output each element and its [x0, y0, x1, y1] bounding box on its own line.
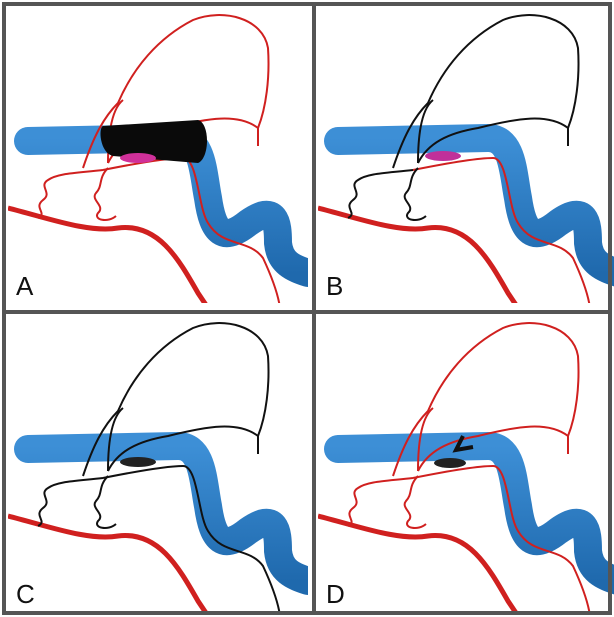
thrombus — [434, 458, 466, 468]
panel-content — [8, 322, 308, 611]
panel-label: A — [16, 271, 34, 301]
panel-label: C — [16, 579, 35, 609]
arch — [417, 117, 569, 164]
arch — [107, 425, 259, 472]
thrombus — [100, 120, 207, 163]
branch — [37, 169, 104, 219]
arch — [107, 407, 124, 472]
highlight — [425, 151, 461, 161]
panel: B — [318, 14, 614, 303]
arch — [417, 407, 434, 472]
panel: D — [318, 322, 614, 611]
vein — [14, 432, 308, 595]
thrombus — [120, 457, 156, 467]
artery — [8, 513, 208, 611]
branch — [403, 475, 427, 529]
arch — [82, 322, 270, 477]
arch — [417, 99, 434, 164]
artery — [318, 205, 518, 303]
vein — [324, 432, 614, 595]
thin-vessel — [102, 464, 281, 611]
branch — [37, 477, 104, 527]
artery — [8, 205, 208, 303]
panel: A — [8, 14, 308, 303]
arch — [392, 14, 580, 169]
panel: C — [8, 322, 308, 611]
artery — [318, 513, 518, 611]
panel-label: B — [326, 271, 343, 301]
arch — [107, 99, 124, 164]
highlight — [120, 153, 156, 163]
arch — [82, 14, 270, 169]
marker — [452, 435, 474, 453]
thin-vessel — [412, 156, 591, 303]
branch — [347, 477, 414, 527]
arch — [417, 425, 569, 472]
panel-content — [8, 14, 308, 303]
panel-content — [318, 14, 614, 303]
panel-content — [318, 322, 614, 611]
vein — [14, 124, 308, 287]
branch — [347, 169, 414, 219]
arch — [392, 322, 580, 477]
vein — [324, 124, 614, 287]
branch — [93, 167, 117, 221]
thin-vessel — [412, 464, 591, 611]
panel-label: D — [326, 579, 345, 609]
branch — [403, 167, 427, 221]
branch — [93, 475, 117, 529]
